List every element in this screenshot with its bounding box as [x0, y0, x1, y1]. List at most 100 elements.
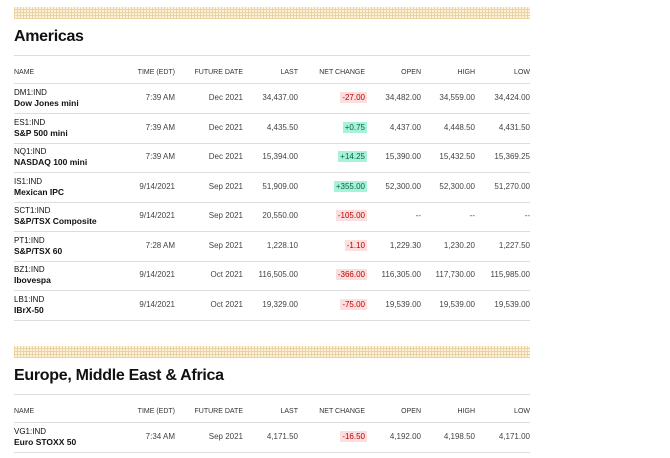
cell-value: --: [469, 211, 475, 220]
ticker: NQ1:IND: [14, 147, 47, 156]
net-change: -75.00: [340, 298, 367, 310]
cell-value: 15,390.00: [385, 152, 421, 161]
instrument-name: S&P/TSX Composite: [14, 216, 97, 226]
cell-value: 15,394.00: [262, 152, 298, 161]
cell-value: 19,539.00: [494, 299, 530, 309]
column-header: TIME (EDT): [137, 69, 175, 76]
cell-value: 9/14/2021: [139, 270, 175, 279]
ticker: VG1:IND: [14, 427, 47, 436]
cell-value: 115,985.00: [490, 270, 530, 279]
section-title: Americas: [14, 28, 84, 45]
cell-value: 15,369.25: [494, 152, 530, 161]
net-change: -105.00: [335, 210, 367, 221]
row-divider: [14, 290, 530, 291]
divider: [14, 394, 530, 395]
ticker: LB1:IND: [14, 294, 45, 304]
cell-value: 4,448.50: [443, 122, 475, 132]
cell-value: 4,192.00: [389, 432, 421, 441]
column-header: HIGH: [457, 408, 476, 415]
column-header: LOW: [514, 408, 530, 415]
divider: [14, 55, 530, 56]
cell-value: Dec 2021: [208, 152, 243, 161]
cell-value: 52,300.00: [439, 181, 475, 191]
column-header: HIGH: [457, 69, 476, 76]
cell-value: 19,539.00: [439, 299, 475, 309]
cell-value: --: [415, 211, 421, 220]
cell-value: 117,730.00: [435, 270, 475, 279]
net-change: +355.00: [333, 180, 367, 192]
instrument-name: Ibovespa: [14, 275, 51, 285]
cell-value: Dec 2021: [208, 93, 243, 102]
column-header: FUTURE DATE: [194, 408, 243, 415]
row-divider: [14, 260, 530, 262]
cell-value: 4,198.50: [443, 432, 475, 441]
divider: [14, 422, 530, 423]
row-divider: [14, 142, 530, 144]
section-title: Europe, Middle East & Africa: [14, 367, 224, 384]
cell-value: 4,431.50: [498, 122, 530, 132]
cell-value: Sep 2021: [208, 240, 243, 250]
cell-value: 116,505.00: [258, 270, 298, 279]
cell-value: 7:39 AM: [145, 93, 175, 102]
column-header: NET CHANGE: [319, 408, 365, 415]
cell-value: --: [524, 211, 530, 220]
column-header: OPEN: [401, 408, 421, 415]
ticker: IS1:IND: [14, 176, 43, 186]
column-header: LAST: [280, 69, 298, 76]
column-header: TIME (EDT): [137, 408, 175, 415]
net-change: +0.75: [342, 121, 367, 133]
column-header: NAME: [14, 408, 35, 415]
ticker: PT1:IND: [14, 235, 45, 245]
cell-value: 51,270.00: [494, 181, 530, 191]
instrument-name: Mexican IPC: [14, 186, 65, 197]
net-change: -366.00: [335, 269, 367, 280]
cell-value: 1,228.10: [266, 240, 298, 250]
cell-value: 4,171.50: [266, 432, 298, 441]
cell-value: Oct 2021: [210, 299, 243, 309]
instrument-name: Dow Jones mini: [14, 98, 79, 108]
net-change: -1.10: [344, 239, 367, 251]
ticker: DM1:IND: [14, 88, 47, 97]
ticker: BZ1:IND: [14, 265, 45, 274]
cell-value: 1,229.30: [389, 240, 421, 250]
cell-value: Sep 2021: [208, 432, 243, 441]
cell-value: 34,424.00: [494, 93, 530, 102]
instrument-name: Euro STOXX 50: [14, 437, 77, 447]
cell-value: 20,550.00: [262, 211, 298, 220]
cell-value: 7:39 AM: [145, 152, 175, 161]
divider: [14, 83, 530, 84]
cell-value: 7:34 AM: [145, 432, 175, 441]
cell-value: 15,432.50: [439, 152, 475, 161]
instrument-name: S&P 500 mini: [14, 127, 68, 138]
ticker: SCT1:IND: [14, 206, 51, 215]
cell-value: Sep 2021: [208, 211, 243, 220]
cell-value: 1,230.20: [443, 240, 475, 250]
cell-value: 4,435.50: [266, 122, 298, 132]
cell-value: 34,482.00: [385, 93, 421, 102]
cell-value: 34,437.00: [262, 93, 298, 102]
cell-value: 116,305.00: [381, 270, 421, 279]
column-header: OPEN: [401, 69, 421, 76]
ticker: ES1:IND: [14, 117, 46, 127]
column-header: LOW: [514, 69, 530, 76]
row-divider: [14, 231, 530, 232]
instrument-name: NASDAQ 100 mini: [14, 157, 88, 167]
instrument-name: S&P/TSX 60: [14, 245, 63, 256]
section-banner: [14, 346, 530, 358]
row-divider: [14, 319, 530, 321]
row-divider: [14, 113, 530, 114]
cell-value: 19,539.00: [385, 299, 421, 309]
cell-value: Sep 2021: [208, 181, 243, 191]
column-header: LAST: [280, 408, 298, 415]
row-divider: [14, 172, 530, 173]
row-divider: [14, 201, 530, 203]
cell-value: 4,171.00: [498, 432, 530, 441]
cell-value: 9/14/2021: [139, 211, 175, 220]
section-banner: [14, 7, 530, 19]
net-change: -16.50: [340, 431, 367, 442]
cell-value: 51,909.00: [262, 181, 298, 191]
cell-value: 7:28 AM: [145, 240, 175, 250]
column-header: FUTURE DATE: [194, 69, 243, 76]
net-change: +14.25: [338, 151, 367, 162]
